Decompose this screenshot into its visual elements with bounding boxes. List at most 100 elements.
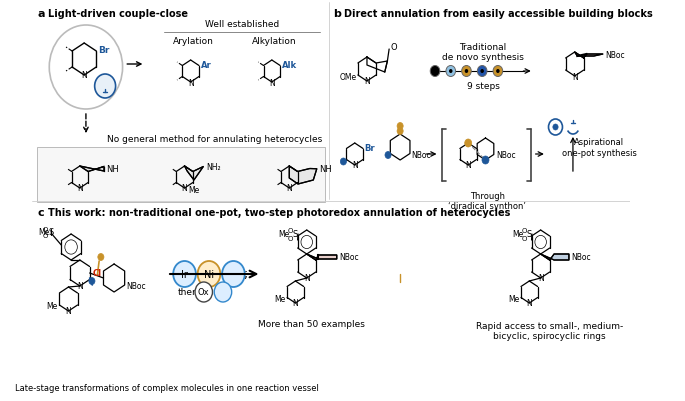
- Text: O: O: [43, 227, 49, 233]
- Text: More than 50 examples: More than 50 examples: [258, 319, 364, 328]
- Text: Late-stage transformations of complex molecules in one reaction vessel: Late-stage transformations of complex mo…: [15, 383, 319, 392]
- Text: N: N: [292, 299, 298, 308]
- Text: N: N: [465, 161, 471, 170]
- Circle shape: [462, 66, 471, 77]
- Circle shape: [464, 70, 469, 74]
- Text: then: then: [177, 288, 199, 297]
- Text: Ox: Ox: [198, 288, 210, 297]
- Text: N: N: [269, 78, 275, 87]
- Bar: [37, 148, 325, 203]
- Text: N: N: [286, 184, 292, 193]
- Circle shape: [214, 282, 232, 302]
- Text: NH: NH: [319, 165, 332, 174]
- Text: b: b: [333, 9, 341, 19]
- Text: ;: ;: [245, 268, 249, 281]
- Polygon shape: [575, 53, 603, 59]
- Circle shape: [397, 128, 403, 135]
- Polygon shape: [289, 166, 316, 184]
- Circle shape: [222, 261, 245, 287]
- Polygon shape: [80, 166, 104, 172]
- Text: 9 steps: 9 steps: [466, 82, 499, 91]
- Polygon shape: [307, 254, 337, 260]
- Text: NBoc: NBoc: [606, 51, 625, 60]
- Text: NH: NH: [106, 165, 119, 174]
- Text: NBoc: NBoc: [412, 151, 431, 160]
- Text: Arylation: Arylation: [173, 37, 214, 46]
- Text: OMe: OMe: [339, 72, 356, 81]
- Text: S: S: [49, 228, 53, 237]
- Circle shape: [430, 66, 440, 77]
- Text: Alk: Alk: [282, 61, 297, 70]
- Text: N: N: [572, 72, 577, 81]
- Text: Me: Me: [508, 294, 519, 303]
- Circle shape: [98, 254, 104, 261]
- Text: N: N: [188, 78, 194, 87]
- Text: O: O: [521, 235, 527, 241]
- Circle shape: [446, 66, 456, 77]
- Text: O: O: [391, 43, 397, 53]
- Text: N: N: [77, 282, 83, 291]
- Text: N: N: [304, 274, 310, 283]
- Text: O: O: [43, 233, 49, 239]
- Circle shape: [195, 282, 212, 302]
- Text: Br: Br: [364, 144, 375, 153]
- Text: N: N: [527, 299, 532, 308]
- Polygon shape: [540, 254, 569, 260]
- Text: Me: Me: [188, 186, 199, 194]
- Text: N: N: [352, 161, 358, 170]
- Text: N: N: [364, 77, 370, 86]
- Text: Ar: Ar: [201, 61, 211, 70]
- Circle shape: [464, 140, 472, 148]
- Text: Ir: Ir: [181, 269, 188, 279]
- Text: Me: Me: [512, 230, 523, 239]
- Circle shape: [95, 75, 116, 99]
- Circle shape: [385, 152, 391, 159]
- Text: NBoc: NBoc: [497, 151, 516, 160]
- Polygon shape: [184, 166, 203, 180]
- Text: O: O: [521, 227, 527, 233]
- Text: NH₂: NH₂: [206, 162, 221, 172]
- Text: Me: Me: [38, 228, 49, 237]
- Text: N: N: [77, 184, 83, 193]
- Circle shape: [496, 70, 499, 74]
- Text: Traditional
de novo synthesis: Traditional de novo synthesis: [442, 43, 524, 62]
- Text: S: S: [527, 230, 532, 239]
- Circle shape: [198, 261, 221, 287]
- Circle shape: [553, 125, 558, 131]
- Circle shape: [482, 157, 489, 164]
- Circle shape: [89, 278, 95, 285]
- Polygon shape: [88, 166, 105, 172]
- Text: NBoc: NBoc: [339, 253, 359, 262]
- Circle shape: [173, 261, 196, 287]
- Circle shape: [340, 159, 347, 166]
- Text: Light-driven couple-close: Light-driven couple-close: [49, 9, 188, 19]
- Circle shape: [549, 120, 562, 136]
- Text: Cl: Cl: [92, 269, 101, 278]
- Text: a: a: [37, 9, 45, 19]
- Text: O: O: [288, 227, 293, 233]
- Text: S: S: [292, 230, 298, 239]
- Text: Rapid access to small-, medium-
bicyclic, spirocyclic rings: Rapid access to small-, medium- bicyclic…: [476, 321, 623, 340]
- Circle shape: [434, 70, 437, 74]
- Text: Well established: Well established: [205, 20, 279, 29]
- Text: Ni: Ni: [204, 269, 214, 279]
- Text: Me: Me: [274, 294, 286, 303]
- Text: Br: Br: [99, 46, 110, 55]
- Text: c: c: [37, 207, 44, 217]
- Circle shape: [477, 66, 487, 77]
- Text: NBoc: NBoc: [571, 253, 591, 262]
- Text: Direct annulation from easily accessible building blocks: Direct annulation from easily accessible…: [345, 9, 653, 19]
- Text: Through
‘diradical synthon’: Through ‘diradical synthon’: [449, 192, 526, 211]
- Text: This work: non-traditional one-pot, two-step photoredox annulation of heterocycl: This work: non-traditional one-pot, two-…: [49, 207, 511, 217]
- Circle shape: [449, 70, 453, 74]
- Text: O: O: [288, 235, 293, 241]
- Circle shape: [397, 123, 403, 130]
- Text: Alkylation: Alkylation: [252, 37, 297, 46]
- Text: No general method for annulating heterocycles: No general method for annulating heteroc…: [108, 135, 323, 144]
- Circle shape: [480, 70, 484, 74]
- Text: NBoc: NBoc: [126, 282, 146, 291]
- Circle shape: [493, 66, 503, 77]
- Text: Me: Me: [47, 302, 58, 311]
- Text: N: N: [182, 184, 188, 193]
- Text: N: N: [538, 274, 543, 283]
